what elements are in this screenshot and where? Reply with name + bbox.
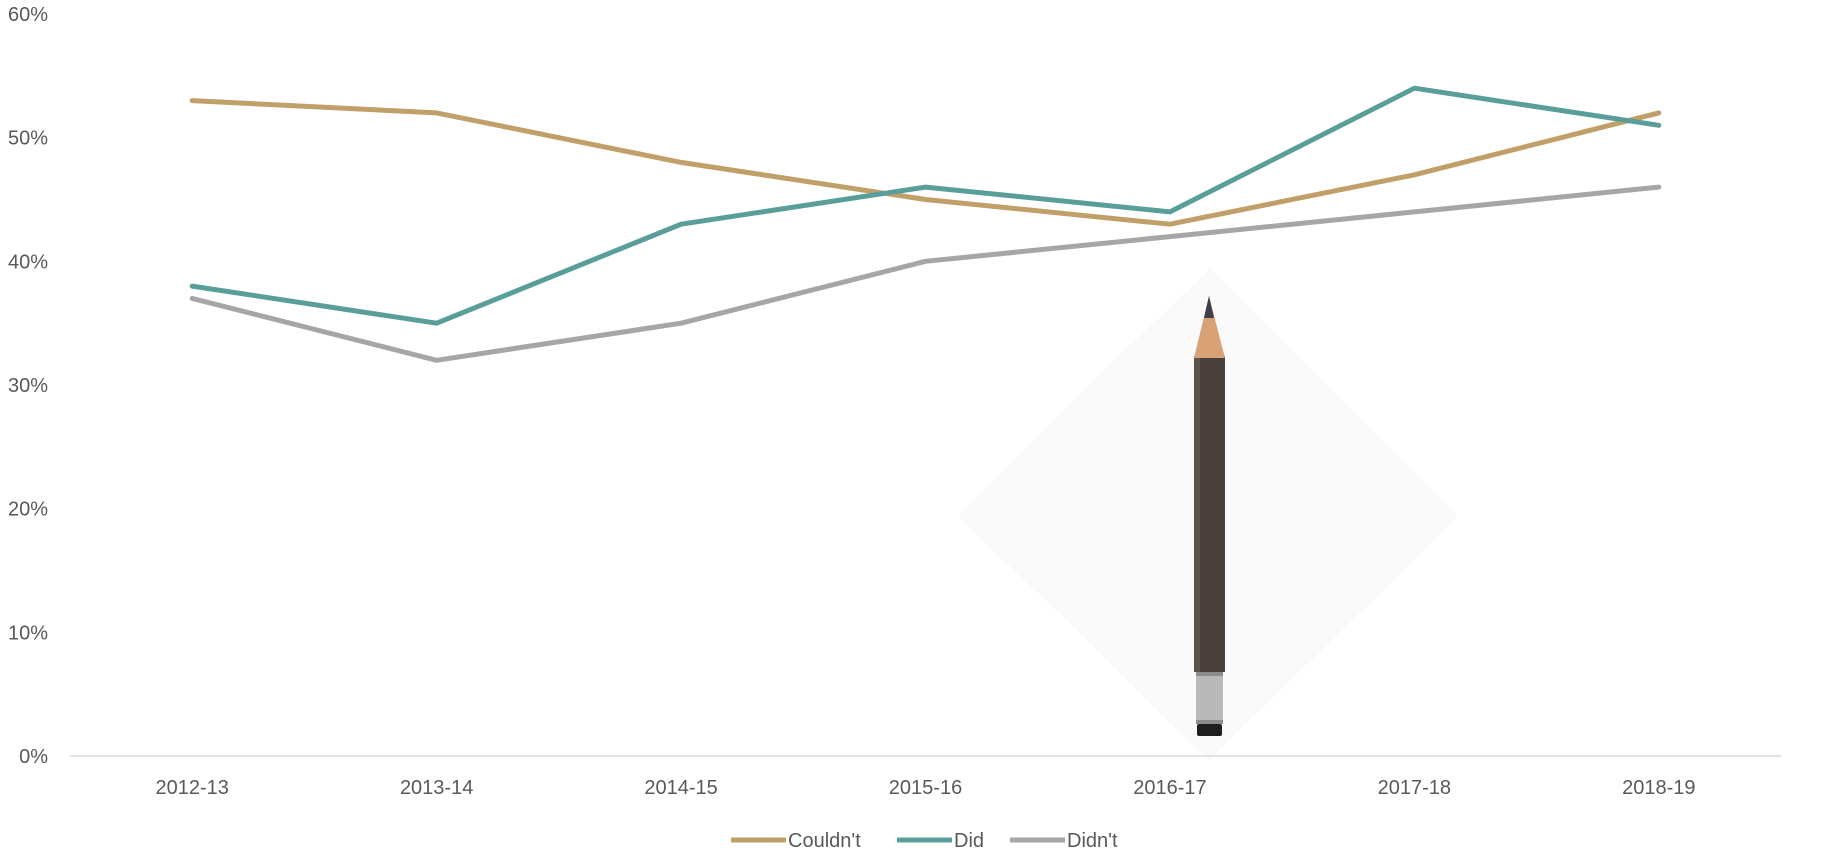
y-tick-label: 30% (8, 375, 48, 397)
y-tick-label: 40% (8, 251, 48, 273)
y-tick-label: 60% (8, 4, 48, 26)
y-axis: 0% 10% 20% 30% 40% 50% 60% (8, 4, 48, 768)
series-layer (189, 85, 1662, 363)
legend-label: Did (954, 830, 984, 852)
y-tick-label: 50% (8, 128, 48, 150)
x-axis: 2012-13 2013-14 2014-15 2015-16 2016-17 2017-… (156, 777, 1696, 799)
y-tick-label: 10% (8, 622, 48, 644)
x-tick-label: 2012-13 (156, 777, 229, 799)
legend-label: Couldn't (788, 830, 861, 852)
x-tick-label: 2015-16 (889, 777, 962, 799)
y-tick-label: 0% (19, 746, 48, 768)
x-tick-label: 2016-17 (1133, 777, 1206, 799)
series-line-0 (189, 98, 1662, 227)
pencil-icon (958, 268, 1458, 762)
x-tick-label: 2014-15 (644, 777, 717, 799)
legend: Couldn't Did Didn't (731, 830, 1118, 852)
x-tick-label: 2018-19 (1622, 777, 1695, 799)
x-tick-label: 2013-14 (400, 777, 473, 799)
series-line-2 (189, 184, 1662, 363)
series-line-1 (189, 85, 1662, 326)
y-tick-label: 20% (8, 499, 48, 521)
legend-label: Didn't (1067, 830, 1118, 852)
x-tick-label: 2017-18 (1378, 777, 1451, 799)
